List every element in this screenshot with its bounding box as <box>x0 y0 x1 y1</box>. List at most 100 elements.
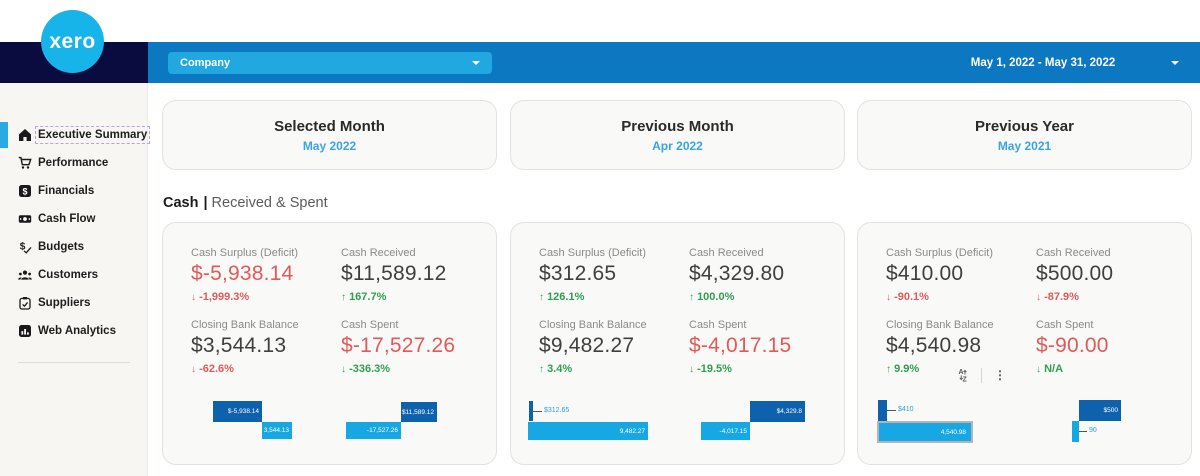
metric-label: Cash Spent <box>341 319 399 331</box>
metric-change-value: 9.9% <box>894 363 920 375</box>
metric-cash-surplus: Cash Surplus (Deficit) $-5,938.14 ↓ -1,9… <box>191 247 336 303</box>
metric-cash-received: Cash Received $500.00 ↓ -87.9% <box>1036 247 1181 303</box>
svg-text:A: A <box>959 369 964 376</box>
period-card-previous-month: Previous Month Apr 2022 <box>510 100 845 170</box>
trend-down-icon: ↓ <box>1036 364 1041 375</box>
metric-cash-received: Cash Received $11,589.12 ↑ 167.7% <box>341 247 486 303</box>
chevron-down-icon <box>1171 61 1179 65</box>
chart-bar-received[interactable]: $11,589.12 <box>401 402 437 422</box>
section-subtitle: Received & Spent <box>211 195 328 211</box>
metric-cash-spent: Cash Spent $-4,017.15 ↓ -19.5% <box>689 319 834 375</box>
trend-up-icon: ↑ <box>341 292 346 303</box>
trend-down-icon: ↓ <box>341 364 346 375</box>
metric-change-value: 167.7% <box>349 291 387 303</box>
more-options-icon[interactable]: ⋮ <box>994 368 1006 382</box>
chart-bar-received[interactable]: $500 <box>1079 400 1121 421</box>
sidebar-item-label: Web Analytics <box>38 325 116 337</box>
chart-bar-received[interactable]: $4,329.8 <box>750 401 805 422</box>
period-card-title: Previous Year <box>975 117 1074 135</box>
sidebar-item-cash-flow[interactable]: Cash Flow <box>0 205 147 233</box>
metric-value: $500.00 <box>1036 262 1114 285</box>
period-card-selected-month: Selected Month May 2022 <box>162 100 497 170</box>
metric-change-value: -87.9% <box>1044 291 1079 303</box>
metric-value: $3,544.13 <box>191 334 287 357</box>
chart-bar-spent[interactable] <box>1072 421 1079 442</box>
metric-change: ↑ 126.1% <box>539 291 684 303</box>
period-card-subtitle: May 2021 <box>997 138 1052 153</box>
metric-change-value: -19.5% <box>697 363 732 375</box>
metric-value: $11,589.12 <box>341 262 447 285</box>
metric-cash-surplus: Cash Surplus (Deficit) $312.65 ↑ 126.1% <box>539 247 684 303</box>
trend-down-icon: ↓ <box>1036 292 1041 303</box>
metric-change-value: -1,999.3% <box>199 291 250 303</box>
toolbar-divider <box>981 367 982 383</box>
sidebar-item-financials[interactable]: $ Financials <box>0 177 147 205</box>
dollar-check-icon: $ <box>18 240 32 254</box>
clipboard-check-icon <box>18 296 32 310</box>
metric-change: ↓ -1,999.3% <box>191 291 336 303</box>
metric-label: Cash Received <box>341 247 416 259</box>
sidebar-item-label: Budgets <box>38 241 84 253</box>
banknote-icon <box>18 212 32 226</box>
cash-card-previous-year: Cash Surplus (Deficit) $410.00 ↓ -90.1% … <box>857 222 1192 465</box>
chart-bar-spent[interactable]: -17,527.26 <box>346 422 401 439</box>
metric-change: ↓ -62.6% <box>191 363 336 375</box>
sidebar-item-label: Executive Summary <box>34 126 151 144</box>
metric-change-value: -90.1% <box>894 291 929 303</box>
metric-change: ↓ N/A <box>1036 363 1181 375</box>
section-heading: Cash | Received & Spent <box>163 195 328 211</box>
chart-bar-label: 90 <box>1089 427 1097 434</box>
chart-bar-surplus[interactable] <box>878 400 887 421</box>
date-range-dropdown[interactable]: May 1, 2022 - May 31, 2022 <box>915 52 1183 74</box>
trend-down-icon: ↓ <box>689 364 694 375</box>
trend-up-icon: ↑ <box>539 292 544 303</box>
metric-change-value: 126.1% <box>547 291 585 303</box>
metric-label: Cash Surplus (Deficit) <box>539 247 646 259</box>
sidebar-item-label: Performance <box>38 157 109 169</box>
sidebar-item-performance[interactable]: Performance <box>0 149 147 177</box>
sidebar-item-executive-summary[interactable]: Executive Summary <box>0 121 151 149</box>
metric-change: ↑ 100.0% <box>689 291 834 303</box>
sidebar-item-web-analytics[interactable]: Web Analytics <box>0 317 147 345</box>
chart-bar-balance[interactable]: 3,544.13 <box>262 422 292 439</box>
period-card-subtitle: May 2022 <box>302 138 357 153</box>
metric-change: ↑ 3.4% <box>539 363 684 375</box>
svg-text:$: $ <box>22 186 27 196</box>
period-card-title: Previous Month <box>621 117 734 135</box>
sidebar-item-suppliers[interactable]: Suppliers <box>0 289 147 317</box>
company-dropdown[interactable]: Company <box>168 52 492 74</box>
period-card-title: Selected Month <box>274 117 385 135</box>
chart-bar-balance[interactable]: 9,482.27 <box>528 422 648 440</box>
sidebar-item-budgets[interactable]: $ Budgets <box>0 233 147 261</box>
metric-label: Closing Bank Balance <box>886 319 994 331</box>
chart-label-connector <box>1079 431 1087 432</box>
section-separator: | <box>203 195 208 211</box>
sidebar-item-label: Customers <box>38 269 99 281</box>
sidebar-item-customers[interactable]: Customers <box>0 261 147 289</box>
metric-closing-balance: Closing Bank Balance $4,540.98 ↑ 9.9% <box>886 319 1031 375</box>
chart-label-connector <box>887 410 896 411</box>
bar-chart-square-icon <box>18 324 32 338</box>
metric-change: ↓ -87.9% <box>1036 291 1181 303</box>
metric-label: Cash Surplus (Deficit) <box>886 247 993 259</box>
metric-change-value: 100.0% <box>697 291 735 303</box>
chart-bar-surplus[interactable] <box>529 401 533 421</box>
cash-card-selected-month: Cash Surplus (Deficit) $-5,938.14 ↓ -1,9… <box>162 222 497 465</box>
chart-bar-spent[interactable]: -4,017.15 <box>701 422 750 440</box>
sidebar: Executive Summary Performance $ Financia… <box>0 83 151 476</box>
metric-value: $-90.00 <box>1036 334 1109 357</box>
metric-change-value: -62.6% <box>199 363 234 375</box>
chart-bar-surplus[interactable]: $-5,938.14 <box>213 401 262 422</box>
metric-cash-spent: Cash Spent $-17,527.26 ↓ -336.3% <box>341 319 486 375</box>
period-card-previous-year: Previous Year May 2021 <box>857 100 1192 170</box>
metric-cash-surplus: Cash Surplus (Deficit) $410.00 ↓ -90.1% <box>886 247 1031 303</box>
company-dropdown-label: Company <box>180 57 231 69</box>
date-range-label: May 1, 2022 - May 31, 2022 <box>970 57 1116 69</box>
chart-bar-balance[interactable]: 4,540.98 <box>877 421 973 443</box>
metric-label: Cash Received <box>689 247 764 259</box>
metric-value: $410.00 <box>886 262 964 285</box>
metric-value: $312.65 <box>539 262 617 285</box>
